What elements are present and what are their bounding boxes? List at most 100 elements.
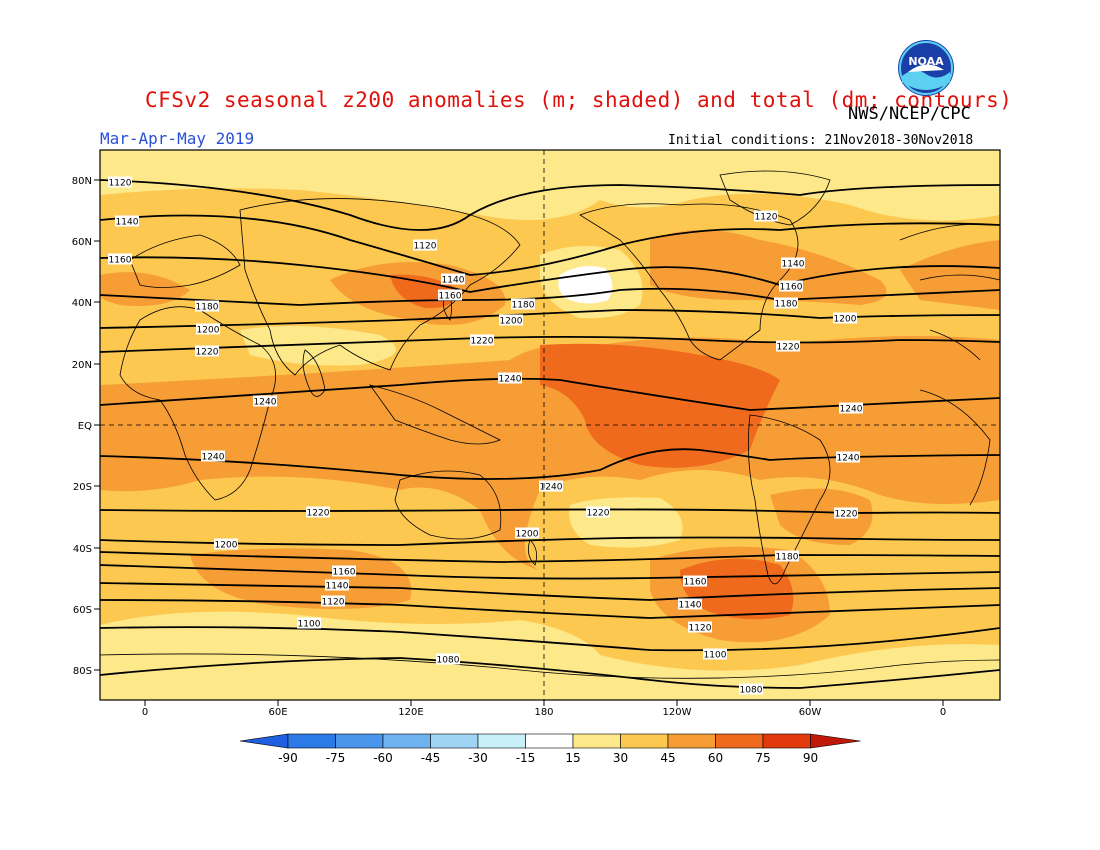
colorbar-swatch xyxy=(715,733,764,749)
coast-nz xyxy=(527,539,538,566)
colorbar-swatch xyxy=(335,733,384,749)
lat-tick: 40N xyxy=(72,298,100,309)
contour-label-text: 1140 xyxy=(782,260,805,270)
contour-label-text: 1160 xyxy=(780,283,803,293)
shading-light-north xyxy=(100,150,1000,221)
coast-asia xyxy=(239,198,521,376)
svg-text:20N: 20N xyxy=(72,360,92,371)
colorbar-label: -90 xyxy=(278,751,298,765)
lon-tick: 0 xyxy=(142,700,148,718)
svg-text:60E: 60E xyxy=(268,707,287,718)
contour-label-text: 1140 xyxy=(116,218,139,228)
contour-label-text: 1220 xyxy=(587,509,610,519)
colorbar-swatch xyxy=(382,733,431,749)
organization-label: NWS/NCEP/CPC xyxy=(848,104,971,124)
chart-title: CFSv2 seasonal z200 anomalies (m; shaded… xyxy=(145,88,1013,112)
coast-africa-east xyxy=(919,329,991,506)
svg-text:80N: 80N xyxy=(72,176,92,187)
coast-southamerica xyxy=(747,414,831,585)
contour-label: 1160 xyxy=(779,280,803,293)
coast-seasia xyxy=(369,384,501,445)
svg-text:60N: 60N xyxy=(72,237,92,248)
contour-label-text: 1080 xyxy=(740,686,763,696)
contour-label-text: 1240 xyxy=(540,483,563,493)
contour-label-text: 1200 xyxy=(834,315,857,325)
contour-label: 1240 xyxy=(253,395,277,408)
shading-light-southpac xyxy=(569,497,683,548)
lat-tick: EQ xyxy=(78,421,100,432)
contour-label: 1120 xyxy=(754,210,778,223)
contour-label-text: 1220 xyxy=(777,343,800,353)
lat-tick: 40S xyxy=(73,544,100,555)
contour-label: 1220 xyxy=(195,345,219,358)
contour-label: 1120 xyxy=(108,176,132,189)
shading-orange-eastpac xyxy=(770,488,873,545)
contour-label: 1240 xyxy=(201,450,225,463)
height-contours xyxy=(100,179,1000,689)
colorbar-label: -60 xyxy=(373,751,393,765)
contour-1120-south xyxy=(100,599,1000,619)
contour-1140-north xyxy=(100,214,1000,276)
contour-1080 xyxy=(100,657,1000,689)
lat-tick: 80S xyxy=(73,666,100,677)
contour-label: 1140 xyxy=(781,257,805,270)
contour-label: 1200 xyxy=(499,314,523,327)
colorbar-swatch xyxy=(287,733,336,749)
contour-label: 1220 xyxy=(834,507,858,520)
colorbar-label: 45 xyxy=(660,751,675,765)
lat-axis: 80N 60N 40N 20N EQ 20S 40S 60S 80S xyxy=(72,176,100,677)
contour-label-text: 1160 xyxy=(109,256,132,266)
contour-label: 1160 xyxy=(332,565,356,578)
contour-label: 1140 xyxy=(325,579,349,592)
svg-text:120W: 120W xyxy=(663,707,692,718)
contour-label-text: 1160 xyxy=(439,292,462,302)
contour-label: 1120 xyxy=(413,239,437,252)
contour-label-text: 1180 xyxy=(775,300,798,310)
contour-label-text: 1240 xyxy=(840,405,863,415)
svg-text:60S: 60S xyxy=(73,605,92,616)
contour-label: 1240 xyxy=(498,372,522,385)
colorbar-label: 30 xyxy=(613,751,628,765)
colorbar-label: -45 xyxy=(421,751,441,765)
contour-label-text: 1140 xyxy=(326,582,349,592)
svg-text:60W: 60W xyxy=(799,707,822,718)
coast-northamerica xyxy=(579,203,799,361)
svg-text:20S: 20S xyxy=(73,482,92,493)
shading-orange-southindian xyxy=(190,548,412,609)
contour-label-text: 1100 xyxy=(704,651,727,661)
contour-label: 1220 xyxy=(306,506,330,519)
contour-label-text: 1120 xyxy=(322,598,345,608)
coast-australia xyxy=(394,470,502,540)
contour-1160-south xyxy=(100,564,1000,580)
contour-label-text: 1220 xyxy=(307,509,330,519)
svg-text:EQ: EQ xyxy=(78,421,92,432)
coast-antarctica xyxy=(100,653,1000,679)
contour-1220-north xyxy=(100,335,1000,353)
contour-label-text: 1120 xyxy=(755,213,778,223)
contour-label-text: 1180 xyxy=(196,303,219,313)
noaa-logo-text: NOAA xyxy=(908,55,944,68)
contour-label-text: 1180 xyxy=(776,553,799,563)
contour-1220-south xyxy=(100,508,1000,514)
initial-conditions-label: Initial conditions: 21Nov2018-30Nov2018 xyxy=(668,133,974,148)
svg-text:0: 0 xyxy=(940,707,946,718)
lat-tick: 20N xyxy=(72,360,100,371)
shading-orange-tropics xyxy=(100,336,1000,570)
contour-label: 1140 xyxy=(441,273,465,286)
contour-label: 1200 xyxy=(214,538,238,551)
contour-label: 1240 xyxy=(539,480,563,493)
contour-1240-north xyxy=(100,377,1000,411)
lat-tick: 20S xyxy=(73,482,100,493)
colorbar-swatch xyxy=(430,733,479,749)
contour-label-text: 1160 xyxy=(333,568,356,578)
contour-label-text: 1120 xyxy=(689,624,712,634)
contour-1120-north xyxy=(100,179,1000,231)
colorbar-label: 75 xyxy=(755,751,770,765)
contour-label-text: 1220 xyxy=(835,510,858,520)
contour-label-text: 1080 xyxy=(437,656,460,666)
lon-tick: 0 xyxy=(940,700,946,718)
colorbar-label: 15 xyxy=(565,751,580,765)
colorbar-label: -30 xyxy=(468,751,488,765)
lon-tick: 120W xyxy=(663,700,692,718)
contour-label: 1240 xyxy=(836,451,860,464)
